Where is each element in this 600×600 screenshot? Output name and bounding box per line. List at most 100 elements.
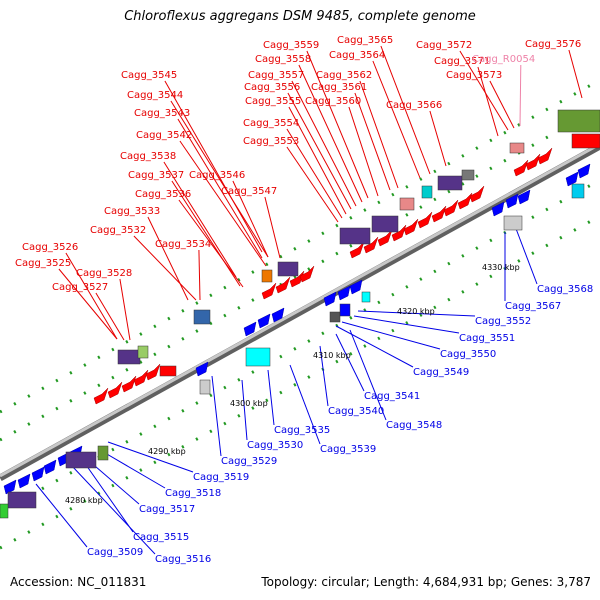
cds-reverse-arrow xyxy=(271,307,285,323)
gene-label-R0054[interactable]: Cagg_R0054 xyxy=(472,54,535,65)
gene-label-3533[interactable]: Cagg_3533 xyxy=(104,206,160,217)
map-title: Chloroflexus aggregans DSM 9485, complet… xyxy=(124,9,476,24)
gene-label-3571[interactable]: Cagg_3571 xyxy=(434,56,490,67)
gene-label-3544[interactable]: Cagg_3544 xyxy=(127,90,183,101)
gene-label-3515[interactable]: Cagg_3515 xyxy=(133,532,189,543)
cds-forward-arrow xyxy=(275,276,291,294)
cds-forward-arrow xyxy=(391,224,407,242)
leader-line-3576 xyxy=(568,49,583,99)
reverse-gene-labels: Cagg_3568 Cagg_3567 Cagg_3552 Cagg_3551 Cagg… xyxy=(87,284,593,565)
leader-line-3533 xyxy=(147,216,189,301)
cds-forward-arrow xyxy=(145,363,161,381)
leader-line-3538 xyxy=(163,161,237,278)
cds-forward-arrow xyxy=(299,265,315,283)
gene-label-3558[interactable]: Cagg_3558 xyxy=(255,54,311,65)
leader-line-3548 xyxy=(349,329,387,421)
gene-label-3552[interactable]: Cagg_3552 xyxy=(475,316,531,327)
reverse-leader-lines xyxy=(35,225,538,555)
gene-label-3542[interactable]: Cagg_3542 xyxy=(136,130,192,141)
gene-label-3554[interactable]: Cagg_3554 xyxy=(243,118,299,129)
gene-label-3564[interactable]: Cagg_3564 xyxy=(329,50,385,61)
cds-forward-arrow xyxy=(525,153,541,171)
cds-forward-arrow xyxy=(133,369,149,387)
cds-block xyxy=(399,197,415,211)
leader-line-3568 xyxy=(514,225,538,285)
gene-label-3519[interactable]: Cagg_3519 xyxy=(193,472,249,483)
gene-label-3527[interactable]: Cagg_3527 xyxy=(52,282,108,293)
genome-backbone xyxy=(0,142,600,482)
cds-block-reverse xyxy=(339,303,351,317)
gene-label-3567[interactable]: Cagg_3567 xyxy=(505,301,561,312)
gene-label-3545[interactable]: Cagg_3545 xyxy=(121,70,177,81)
gene-label-3530[interactable]: Cagg_3530 xyxy=(247,440,303,451)
cds-forward-box xyxy=(509,142,525,154)
gene-label-3553[interactable]: Cagg_3553 xyxy=(243,136,299,147)
cds-reverse-arrow xyxy=(43,459,57,475)
kbp-label-t4330: 4330 kbp xyxy=(482,263,520,272)
leader-line-3542 xyxy=(179,140,267,267)
gene-label-3518[interactable]: Cagg_3518 xyxy=(165,488,221,499)
gene-label-3560[interactable]: Cagg_3560 xyxy=(305,96,361,107)
gene-label-3550[interactable]: Cagg_3550 xyxy=(440,349,496,360)
gene-label-3547[interactable]: Cagg_3547 xyxy=(221,186,277,197)
gene-label-3559[interactable]: Cagg_3559 xyxy=(263,40,319,51)
leader-line-3552 xyxy=(357,310,476,317)
gene-label-3566[interactable]: Cagg_3566 xyxy=(386,100,442,111)
gene-label-3528[interactable]: Cagg_3528 xyxy=(76,268,132,279)
leader-line-3530 xyxy=(241,379,248,441)
gene-label-3517[interactable]: Cagg_3517 xyxy=(139,504,195,515)
cds-reverse-arrow xyxy=(195,361,209,377)
gene-label-3543[interactable]: Cagg_3543 xyxy=(134,108,190,119)
gene-label-3509[interactable]: Cagg_3509 xyxy=(87,547,143,558)
gene-label-3546[interactable]: Cagg_3546 xyxy=(189,170,245,181)
gene-label-3537[interactable]: Cagg_3537 xyxy=(128,170,184,181)
leader-line-3526 xyxy=(65,252,118,340)
gene-label-3529[interactable]: Cagg_3529 xyxy=(221,456,277,467)
leader-line-3562 xyxy=(359,80,399,189)
gene-label-3551[interactable]: Cagg_3551 xyxy=(459,333,515,344)
cds-reverse-arrow xyxy=(565,171,579,187)
leader-line-3546 xyxy=(232,180,269,258)
gene-label-3526[interactable]: Cagg_3526 xyxy=(22,242,78,253)
gene-label-3541[interactable]: Cagg_3541 xyxy=(364,391,420,402)
genome-backbone-highlight xyxy=(0,142,600,478)
gene-label-3568[interactable]: Cagg_3568 xyxy=(537,284,593,295)
gene-label-3532[interactable]: Cagg_3532 xyxy=(90,225,146,236)
gene-label-3525[interactable]: Cagg_3525 xyxy=(15,258,71,269)
cds-forward-arrow xyxy=(403,218,419,236)
cds-reverse-arrow xyxy=(337,285,351,301)
cds-reverse-arrow xyxy=(243,321,257,337)
cds-forward-arrow xyxy=(261,282,277,300)
gene-label-3538[interactable]: Cagg_3538 xyxy=(120,151,176,162)
gene-label-3565[interactable]: Cagg_3565 xyxy=(337,35,393,46)
cds-block xyxy=(261,269,273,283)
cds-block-reverse xyxy=(245,347,271,367)
gene-label-3548[interactable]: Cagg_3548 xyxy=(386,420,442,431)
cds-block-reverse xyxy=(361,291,371,303)
leader-line-3515 xyxy=(83,461,134,533)
gene-label-3556[interactable]: Cagg_3556 xyxy=(244,82,300,93)
cds-block-reverse xyxy=(7,491,37,509)
gene-label-3561[interactable]: Cagg_3561 xyxy=(311,82,367,93)
gene-label-3549[interactable]: Cagg_3549 xyxy=(413,367,469,378)
gene-label-3557[interactable]: Cagg_3557 xyxy=(248,70,304,81)
forward-leader-lines xyxy=(58,45,583,341)
gene-label-3516[interactable]: Cagg_3516 xyxy=(155,554,211,565)
accession-label: Accession: NC_011831 xyxy=(10,575,147,589)
leader-line-3573 xyxy=(489,80,515,129)
gene-label-3540[interactable]: Cagg_3540 xyxy=(328,406,384,417)
gene-label-3535[interactable]: Cagg_3535 xyxy=(274,425,330,436)
gene-label-3562[interactable]: Cagg_3562 xyxy=(316,70,372,81)
gene-label-3539[interactable]: Cagg_3539 xyxy=(320,444,376,455)
gene-label-3572[interactable]: Cagg_3572 xyxy=(416,40,472,51)
gene-label-3576[interactable]: Cagg_3576 xyxy=(525,39,581,50)
gene-label-3573[interactable]: Cagg_3573 xyxy=(446,70,502,81)
leader-line-3559 xyxy=(306,50,369,199)
gene-label-3536[interactable]: Cagg_3536 xyxy=(135,189,191,200)
gene-label-3534[interactable]: Cagg_3534 xyxy=(155,239,211,250)
gene-label-3555[interactable]: Cagg_3555 xyxy=(245,96,301,107)
cds-forward-arrow xyxy=(457,192,473,210)
cds-forward-arrow xyxy=(443,199,459,217)
cds-reverse-arrow xyxy=(505,193,519,209)
